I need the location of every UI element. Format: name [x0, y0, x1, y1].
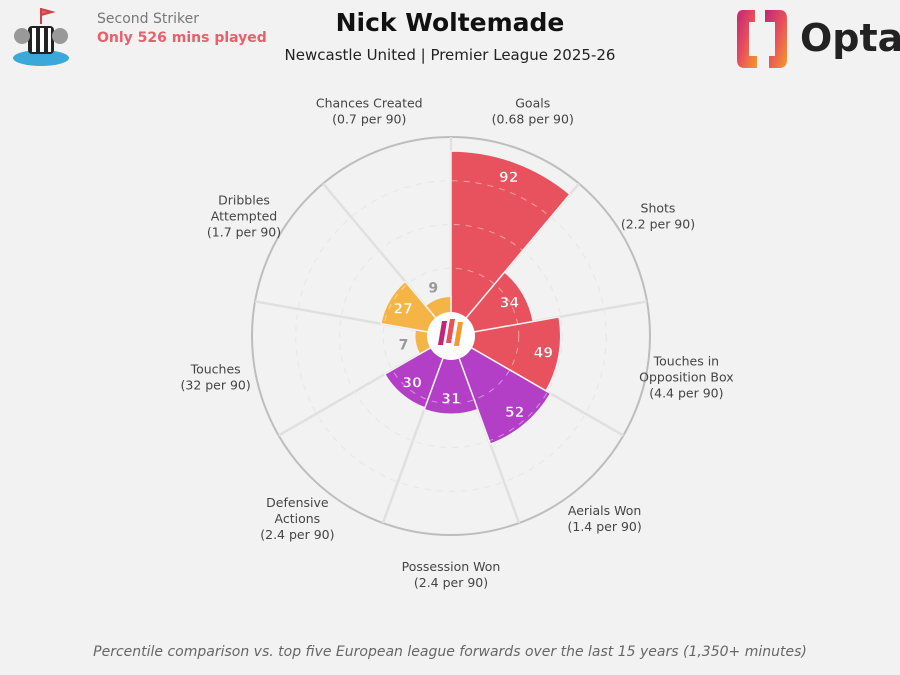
bar-possession-won — [423, 333, 479, 415]
category-label: Goals (0.68 per 90) — [492, 95, 574, 126]
grid-ring-overlay — [339, 224, 563, 448]
value-label: 92 — [499, 170, 518, 186]
grid-ring-overlay — [295, 180, 607, 492]
bar-aerials-won — [449, 334, 552, 446]
bar-defensive-actions — [383, 334, 453, 409]
category-label: Possession Won (2.4 per 90) — [402, 559, 501, 590]
value-label: 9 — [428, 280, 438, 296]
grid-ring — [339, 224, 563, 448]
category-label: Touches in Opposition Box (4.4 per 90) — [639, 354, 734, 401]
value-label: 31 — [441, 391, 460, 407]
newcastle-united-crest-icon — [13, 8, 69, 66]
player-position: Second Striker — [97, 11, 199, 27]
value-label: 52 — [505, 405, 524, 421]
value-label: 34 — [500, 295, 520, 311]
category-label: Shots (2.2 per 90) — [621, 201, 695, 232]
grid-ring-overlay — [382, 267, 520, 405]
opta-logo-icon — [737, 10, 787, 68]
footnote: Percentile comparison vs. top five Europ… — [93, 644, 807, 660]
subtitle: Newcastle United | Premier League 2025-2… — [284, 46, 616, 64]
value-label: 27 — [393, 301, 412, 317]
value-label: 7 — [399, 337, 409, 353]
category-label: Aerials Won (1.4 per 90) — [568, 503, 642, 534]
value-label: 30 — [402, 375, 422, 391]
category-label: Dribbles Attempted (1.7 per 90) — [207, 193, 281, 240]
page-title: Nick Woltemade — [335, 8, 565, 37]
category-label: Touches (32 per 90) — [180, 362, 250, 393]
category-label: Defensive Actions (2.4 per 90) — [260, 495, 334, 542]
minutes-note: Only 526 mins played — [97, 30, 267, 46]
bar-touches-in-opposition-box — [448, 316, 562, 392]
value-label: 49 — [534, 345, 553, 361]
opta-center-logo-icon — [438, 319, 463, 346]
grid-ring — [295, 180, 607, 492]
bar-goals — [450, 150, 571, 339]
opta-wordmark: Opta — [800, 16, 900, 60]
category-label: Chances Created (0.7 per 90) — [316, 95, 423, 126]
